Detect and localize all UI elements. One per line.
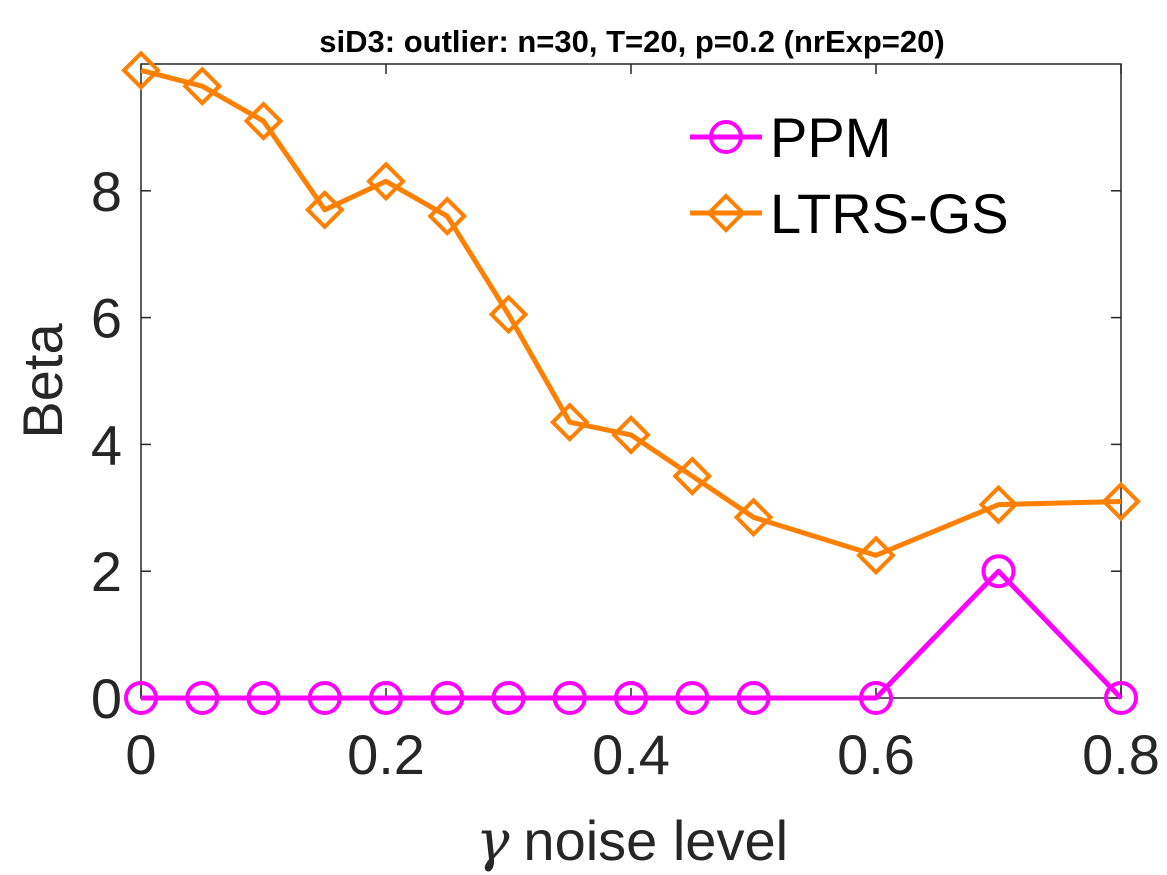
y-tick-label: 0	[91, 667, 122, 730]
legend-label-ppm: PPM	[770, 106, 891, 169]
legend-item-ltrs-gs: LTRS-GS	[690, 182, 1009, 245]
data-point-ltrs-gs	[182, 66, 223, 107]
legend-label-ltrs-gs: LTRS-GS	[770, 182, 1009, 245]
data-point-ltrs-gs	[243, 101, 284, 141]
data-point-ppm	[246, 681, 281, 715]
series-line-ppm	[141, 568, 1123, 701]
data-point-ppm	[307, 681, 342, 715]
legend-marker-ppm	[709, 120, 743, 154]
data-point-ltrs-gs	[611, 415, 651, 455]
data-point-ppm	[1104, 681, 1138, 715]
data-point-ppm	[614, 681, 648, 715]
y-tick-label: 8	[91, 160, 122, 223]
x-axis-label: γ noise level	[476, 809, 788, 874]
plot-area	[140, 63, 1122, 699]
x-tick-label: 0.4	[592, 723, 670, 786]
data-point-ltrs-gs	[304, 189, 345, 230]
data-point-ltrs-gs	[488, 294, 529, 335]
data-point-ppm	[736, 681, 771, 715]
data-point-ltrs-gs	[672, 456, 713, 496]
data-point-ppm	[430, 681, 465, 715]
data-point-ppm	[491, 681, 526, 715]
legend-marker-ltrs-gs	[706, 193, 746, 233]
x-tick-label: 0.8	[1082, 723, 1160, 786]
data-point-ltrs-gs	[549, 402, 590, 443]
legend-item-ppm: PPM	[690, 106, 891, 169]
data-point-ppm	[185, 681, 220, 715]
x-tick-label: 0.2	[347, 723, 425, 786]
series-line-ltrs-gs	[140, 67, 1122, 558]
data-point-ltrs-gs	[733, 497, 774, 538]
data-point-ltrs-gs	[1101, 481, 1141, 522]
series-ltrs-gs	[121, 50, 1141, 576]
data-point-ltrs-gs	[121, 50, 161, 91]
data-point-ppm	[675, 681, 710, 715]
x-tick-label: 0.6	[837, 723, 915, 786]
data-point-ppm	[981, 554, 1016, 589]
data-point-ltrs-gs	[978, 484, 1019, 525]
series-ppm	[124, 554, 1138, 715]
x-axis-label-text: noise level	[523, 809, 788, 872]
data-point-ppm	[552, 681, 587, 715]
data-point-ppm	[859, 681, 893, 715]
x-tick-label: 0	[125, 723, 156, 786]
data-point-ltrs-gs	[856, 535, 896, 576]
legend: PPM LTRS-GS	[690, 106, 1009, 245]
chart-title: siD3: outlier: n=30, T=20, p=0.2 (nrExp=…	[319, 24, 944, 59]
axis-ticks: 0 0.2 0.4 0.6 0.8 0 2 4 6 8	[91, 64, 1160, 786]
x-axis-label-symbol: γ	[476, 809, 510, 874]
data-point-ppm	[124, 681, 158, 715]
series-layer	[121, 50, 1141, 715]
data-point-ltrs-gs	[427, 196, 468, 236]
y-tick-label: 4	[91, 413, 122, 476]
y-tick-label: 6	[91, 287, 122, 350]
y-tick-label: 2	[91, 540, 122, 603]
y-axis-label: Beta	[11, 323, 74, 439]
data-point-ppm	[369, 681, 403, 715]
data-point-ltrs-gs	[366, 161, 406, 202]
